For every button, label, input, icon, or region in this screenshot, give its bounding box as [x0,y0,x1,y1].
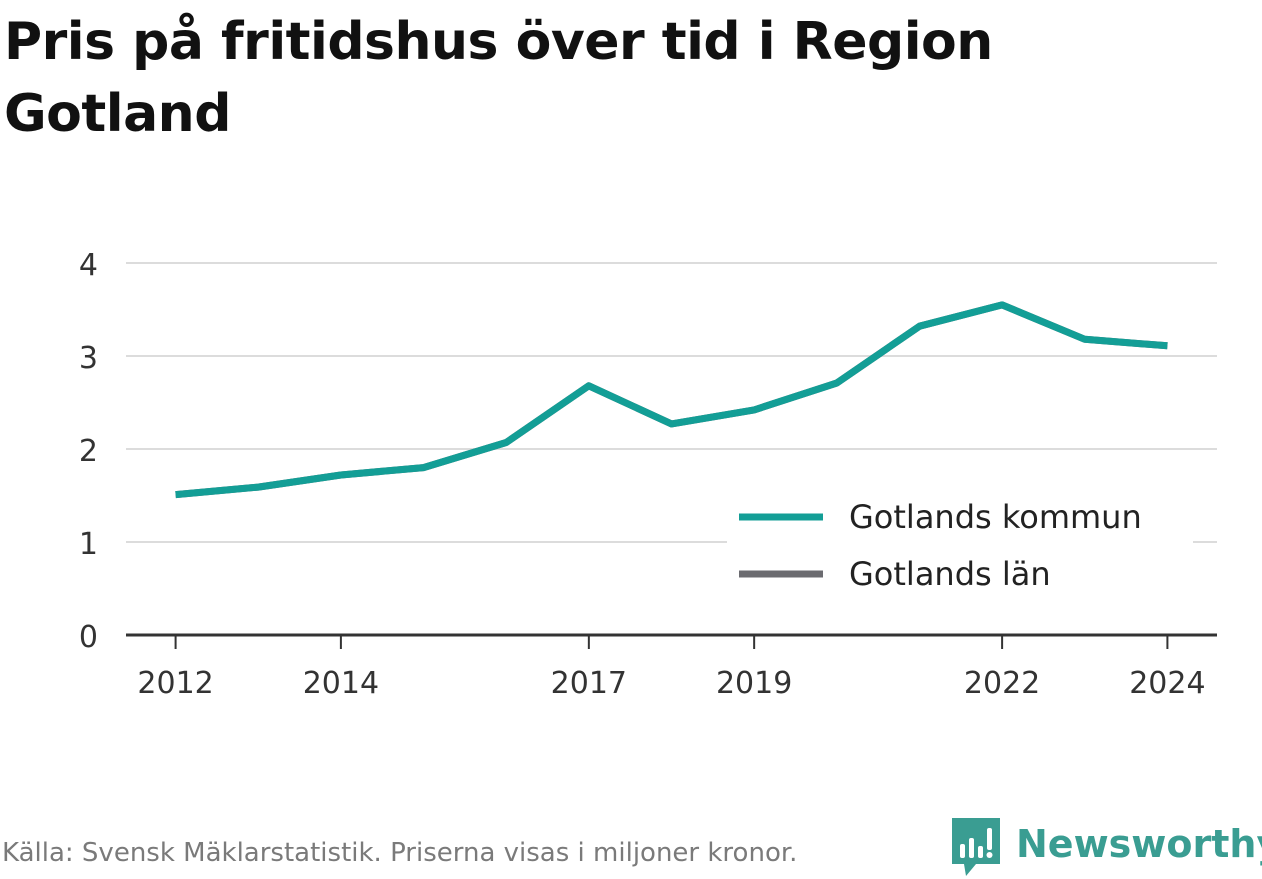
legend: Gotlands kommun Gotlands län [727,492,1193,602]
series-lines [175,301,1168,499]
x-tick-label: 2012 [137,666,213,701]
y-axis-ticks: 0 1 2 3 4 [79,248,98,655]
x-tick-label: 2024 [1129,666,1205,701]
series-line-1 [175,301,1168,499]
brand-name: Newsworthy [1016,822,1262,866]
y-tick-label: 1 [79,527,98,562]
legend-label: Gotlands län [849,555,1051,593]
x-tick-label: 2022 [964,666,1040,701]
newsworthy-logo-icon [952,818,1000,876]
series-line-2 [175,301,1168,499]
brand: Newsworthy [952,818,1262,878]
x-tick-label: 2017 [551,666,627,701]
y-tick-label: 2 [79,434,98,469]
source-note: Källa: Svensk Mäklarstatistik. Priserna … [2,838,798,868]
y-tick-label: 0 [79,620,98,655]
x-tick-label: 2014 [303,666,379,701]
legend-background [727,492,1193,602]
legend-label: Gotlands kommun [849,498,1142,536]
x-axis: 2012 2014 2017 2019 2022 2024 [126,633,1217,701]
x-tick-label: 2019 [716,666,792,701]
y-tick-label: 4 [79,248,98,283]
y-tick-label: 3 [79,341,98,376]
line-chart: 0 1 2 3 4 2012 2014 2017 2019 2022 2024 Gotlands … [79,248,1217,701]
chart-title: Pris på fritidshus över tid i Region Got… [4,12,993,144]
